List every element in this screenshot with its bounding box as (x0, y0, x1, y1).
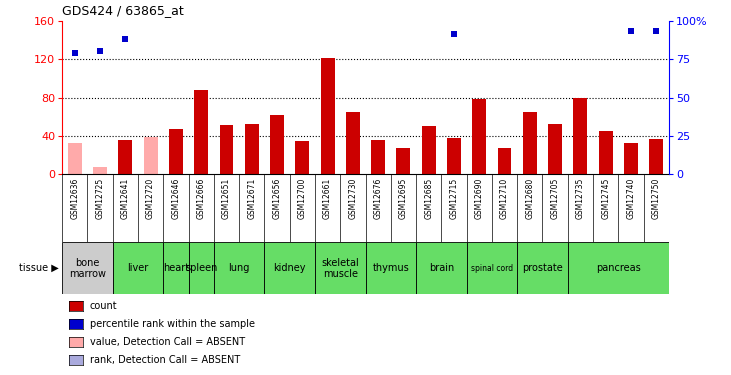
Bar (189, 242, 213, 294)
Text: spinal cord: spinal cord (471, 264, 513, 273)
Text: liver: liver (127, 263, 148, 273)
Text: kidney: kidney (273, 263, 306, 273)
Bar (548, 124, 562, 174)
Text: rank, Detection Call = ABSENT: rank, Detection Call = ABSENT (90, 355, 240, 365)
Text: spleen: spleen (185, 263, 217, 273)
Bar (346, 112, 360, 174)
Text: GSM12725: GSM12725 (96, 178, 105, 219)
Bar (573, 98, 587, 174)
Text: GSM12651: GSM12651 (222, 178, 231, 219)
Text: GSM12750: GSM12750 (652, 178, 661, 219)
Text: GSM12690: GSM12690 (474, 178, 484, 219)
Text: thymus: thymus (372, 263, 409, 273)
Bar (265, 242, 315, 294)
Text: tissue ▶: tissue ▶ (19, 263, 58, 273)
Text: GSM12700: GSM12700 (298, 178, 307, 219)
Bar (219, 125, 233, 174)
Bar (447, 138, 461, 174)
Text: percentile rank within the sample: percentile rank within the sample (90, 319, 255, 329)
Text: GSM12740: GSM12740 (626, 178, 635, 219)
Text: GSM12636: GSM12636 (70, 178, 79, 219)
Text: pancreas: pancreas (596, 263, 640, 273)
Bar (93, 166, 107, 174)
Text: bone
marrow: bone marrow (69, 258, 106, 279)
Bar (416, 242, 466, 294)
Text: heart: heart (163, 263, 189, 273)
Bar (213, 242, 265, 294)
Bar (422, 126, 436, 174)
Text: GSM12666: GSM12666 (197, 178, 205, 219)
Text: GSM12730: GSM12730 (349, 178, 357, 219)
Bar (315, 242, 366, 294)
Bar (472, 99, 486, 174)
Bar (68, 142, 82, 174)
Text: value, Detection Call = ABSENT: value, Detection Call = ABSENT (90, 337, 245, 347)
Bar (163, 242, 189, 294)
Text: prostate: prostate (522, 263, 563, 273)
Text: GSM12680: GSM12680 (526, 178, 534, 219)
Text: GSM12661: GSM12661 (323, 178, 332, 219)
Text: GSM12735: GSM12735 (576, 178, 585, 219)
Bar (599, 131, 613, 174)
Bar (321, 58, 335, 174)
Bar (270, 115, 284, 174)
Text: GSM12641: GSM12641 (121, 178, 130, 219)
Text: count: count (90, 301, 118, 311)
Bar (194, 90, 208, 174)
Text: brain: brain (428, 263, 454, 273)
Bar (371, 140, 385, 174)
Bar (498, 148, 512, 174)
Text: skeletal
muscle: skeletal muscle (322, 258, 359, 279)
Bar (118, 140, 132, 174)
Text: GSM12710: GSM12710 (500, 178, 509, 219)
Bar (169, 129, 183, 174)
Bar (523, 112, 537, 174)
Bar (295, 141, 309, 174)
Text: GSM12676: GSM12676 (374, 178, 382, 219)
Bar (396, 148, 410, 174)
Bar (366, 242, 416, 294)
Text: GSM12715: GSM12715 (450, 178, 458, 219)
Text: GSM12720: GSM12720 (146, 178, 155, 219)
Bar (245, 124, 259, 174)
Text: GSM12695: GSM12695 (399, 178, 408, 219)
Text: GSM12646: GSM12646 (171, 178, 181, 219)
Bar (568, 242, 669, 294)
Bar (113, 242, 163, 294)
Text: GSM12745: GSM12745 (601, 178, 610, 219)
Bar (649, 139, 663, 174)
Text: GSM12671: GSM12671 (247, 178, 257, 219)
Bar (466, 242, 518, 294)
Text: GSM12685: GSM12685 (424, 178, 433, 219)
Text: GSM12705: GSM12705 (550, 178, 560, 219)
Bar (518, 242, 568, 294)
Bar (624, 142, 638, 174)
Text: lung: lung (228, 263, 250, 273)
Bar (62, 242, 113, 294)
Text: GDS424 / 63865_at: GDS424 / 63865_at (62, 4, 184, 17)
Text: GSM12656: GSM12656 (273, 178, 281, 219)
Bar (144, 137, 158, 174)
